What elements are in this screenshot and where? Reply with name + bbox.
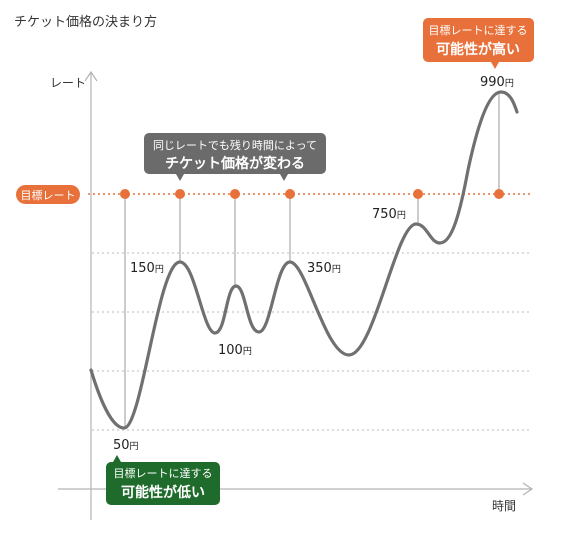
callout-high-line2: 可能性が高い [436,41,520,58]
price-labels: 50円 150円 100円 350円 750円 990円 [113,75,514,453]
price-label-990: 990円 [480,75,514,90]
price-label-750: 750円 [372,207,406,222]
price-label-50: 50円 [113,438,139,453]
target-dot [230,189,240,199]
diagram-title: チケット価格の決まり方 [14,14,157,30]
callout-same-rate: 同じレートでも残り時間によって チケット価格が変わる [144,133,326,181]
x-axis-arrowhead [522,482,534,496]
callout-low: 目標レートに達する 可能性が低い [106,455,220,505]
x-axis-label: 時間 [492,499,516,513]
target-dot [413,189,423,199]
callout-high: 目標レートに達する 可能性が高い [423,18,534,69]
callout-same-rate-line2: チケット価格が変わる [165,155,305,172]
connector-lines [124,92,500,428]
target-dot [120,189,130,199]
callout-low-line1: 目標レートに達する [114,466,213,480]
target-rate-badge: 目標レート [16,185,80,204]
callout-low-line2: 可能性が低い [121,484,205,501]
target-dots [120,189,504,199]
y-axis-arrowhead [84,70,98,82]
price-curve [89,90,519,430]
target-rate-label: 目標レート [21,188,76,202]
target-dot [285,189,295,199]
price-label-150: 150円 [130,261,164,276]
grid-lines [92,252,532,431]
price-label-350: 350円 [307,261,341,276]
target-dot [175,189,185,199]
target-dot [494,189,504,199]
callout-same-rate-line1: 同じレートでも残り時間によって [153,138,317,152]
price-label-100: 100円 [218,343,252,358]
y-axis-label: レート [50,76,86,90]
callout-high-line1: 目標レートに達する [429,23,528,37]
